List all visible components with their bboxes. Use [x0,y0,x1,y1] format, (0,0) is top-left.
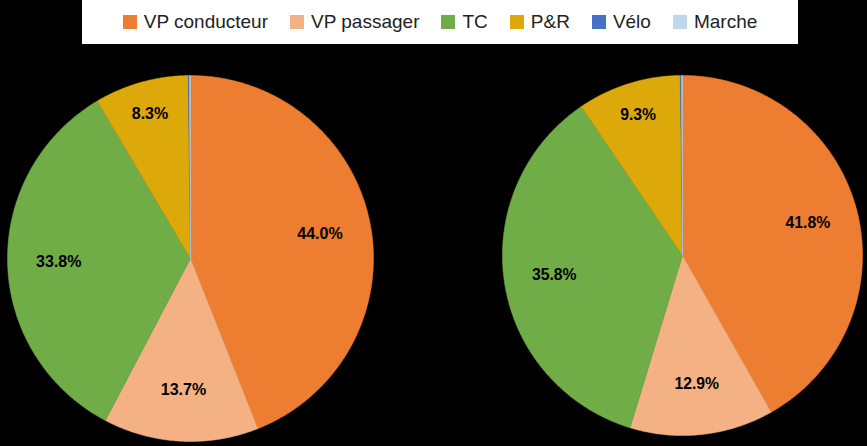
svg-text:9.3%: 9.3% [620,106,656,123]
svg-text:33.8%: 33.8% [36,253,81,270]
html-text:VP passager: VP passager [311,11,420,32]
html-text:Marche: Marche [693,11,758,32]
svg-text:13.7%: 13.7% [161,381,206,398]
svg-text:35.8%: 35.8% [532,266,577,283]
svg-text:12.9%: 12.9% [674,375,719,392]
html-text:TC: TC [462,11,488,32]
html-text:P&R: P&R [530,11,570,32]
svg-text:8.3%: 8.3% [132,105,168,122]
svg-text:41.8%: 41.8% [786,213,831,230]
svg-text:44.0%: 44.0% [297,225,342,242]
html-text:VP conducteur: VP conducteur [143,11,268,32]
html-text:Vélo: Vélo [612,11,651,32]
